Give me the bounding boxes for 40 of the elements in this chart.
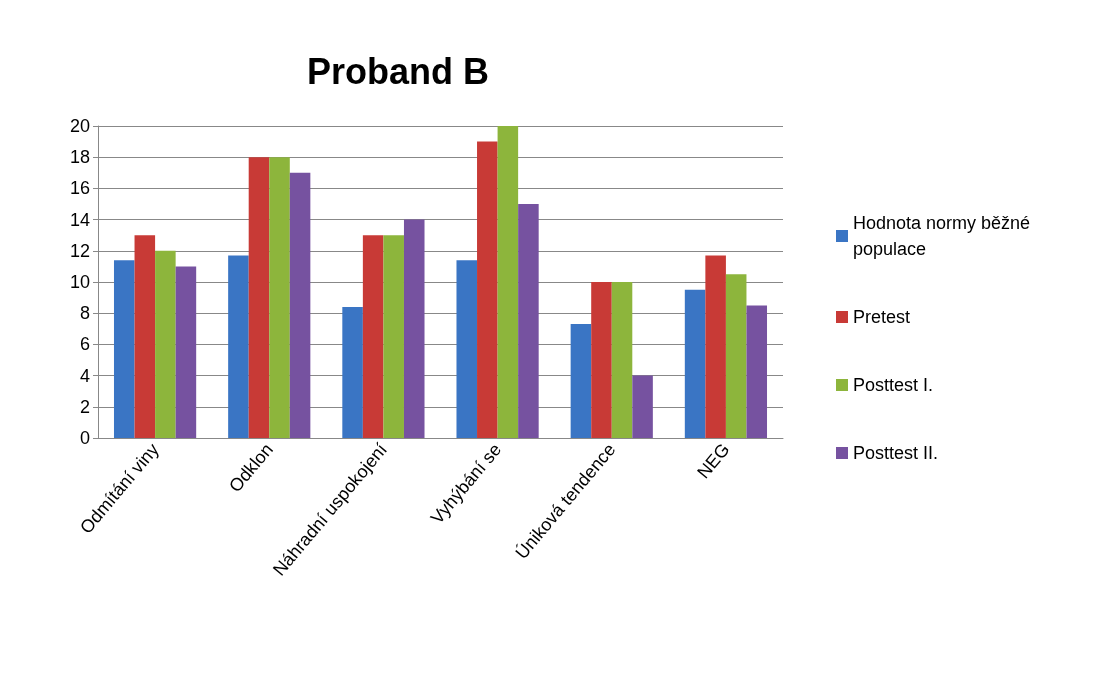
y-tick-label: 18 bbox=[69, 147, 90, 168]
y-tick-label: 10 bbox=[69, 272, 90, 292]
legend-label: Posttest I. bbox=[853, 375, 934, 395]
bar bbox=[611, 282, 633, 438]
bar bbox=[456, 260, 478, 438]
y-tick-label: 2 bbox=[79, 396, 90, 417]
bar bbox=[403, 219, 425, 438]
bar bbox=[155, 250, 176, 438]
bar bbox=[342, 306, 363, 438]
bar bbox=[497, 126, 519, 438]
bar bbox=[725, 274, 747, 438]
y-tick-label: 0 bbox=[79, 428, 90, 448]
bar bbox=[134, 235, 156, 438]
bar bbox=[477, 141, 498, 438]
legend-label: Pretest bbox=[853, 307, 911, 327]
y-tick-label: 16 bbox=[69, 178, 90, 199]
y-tick-label: 12 bbox=[69, 240, 90, 261]
bar bbox=[175, 266, 197, 438]
y-tick-label: 20 bbox=[69, 116, 90, 136]
bar bbox=[632, 375, 653, 438]
bar bbox=[746, 305, 768, 438]
bar bbox=[289, 172, 311, 438]
legend-label: Hodnota normy běžné populace bbox=[853, 213, 1036, 259]
y-tick-label: 8 bbox=[79, 303, 90, 324]
bar bbox=[248, 157, 270, 438]
bar bbox=[518, 204, 539, 438]
bar bbox=[362, 235, 384, 438]
bar bbox=[591, 282, 612, 438]
bar bbox=[705, 255, 726, 438]
bar bbox=[269, 157, 290, 438]
bar bbox=[228, 255, 249, 438]
bar bbox=[383, 235, 404, 438]
bar bbox=[570, 324, 592, 438]
y-tick-label: 14 bbox=[69, 209, 90, 230]
chart-title: Proband B bbox=[306, 50, 490, 92]
y-tick-label: 6 bbox=[79, 334, 90, 355]
legend-label: Posttest II. bbox=[853, 443, 939, 463]
y-tick-label: 4 bbox=[79, 365, 90, 386]
bar bbox=[113, 260, 135, 438]
bar bbox=[684, 289, 706, 438]
